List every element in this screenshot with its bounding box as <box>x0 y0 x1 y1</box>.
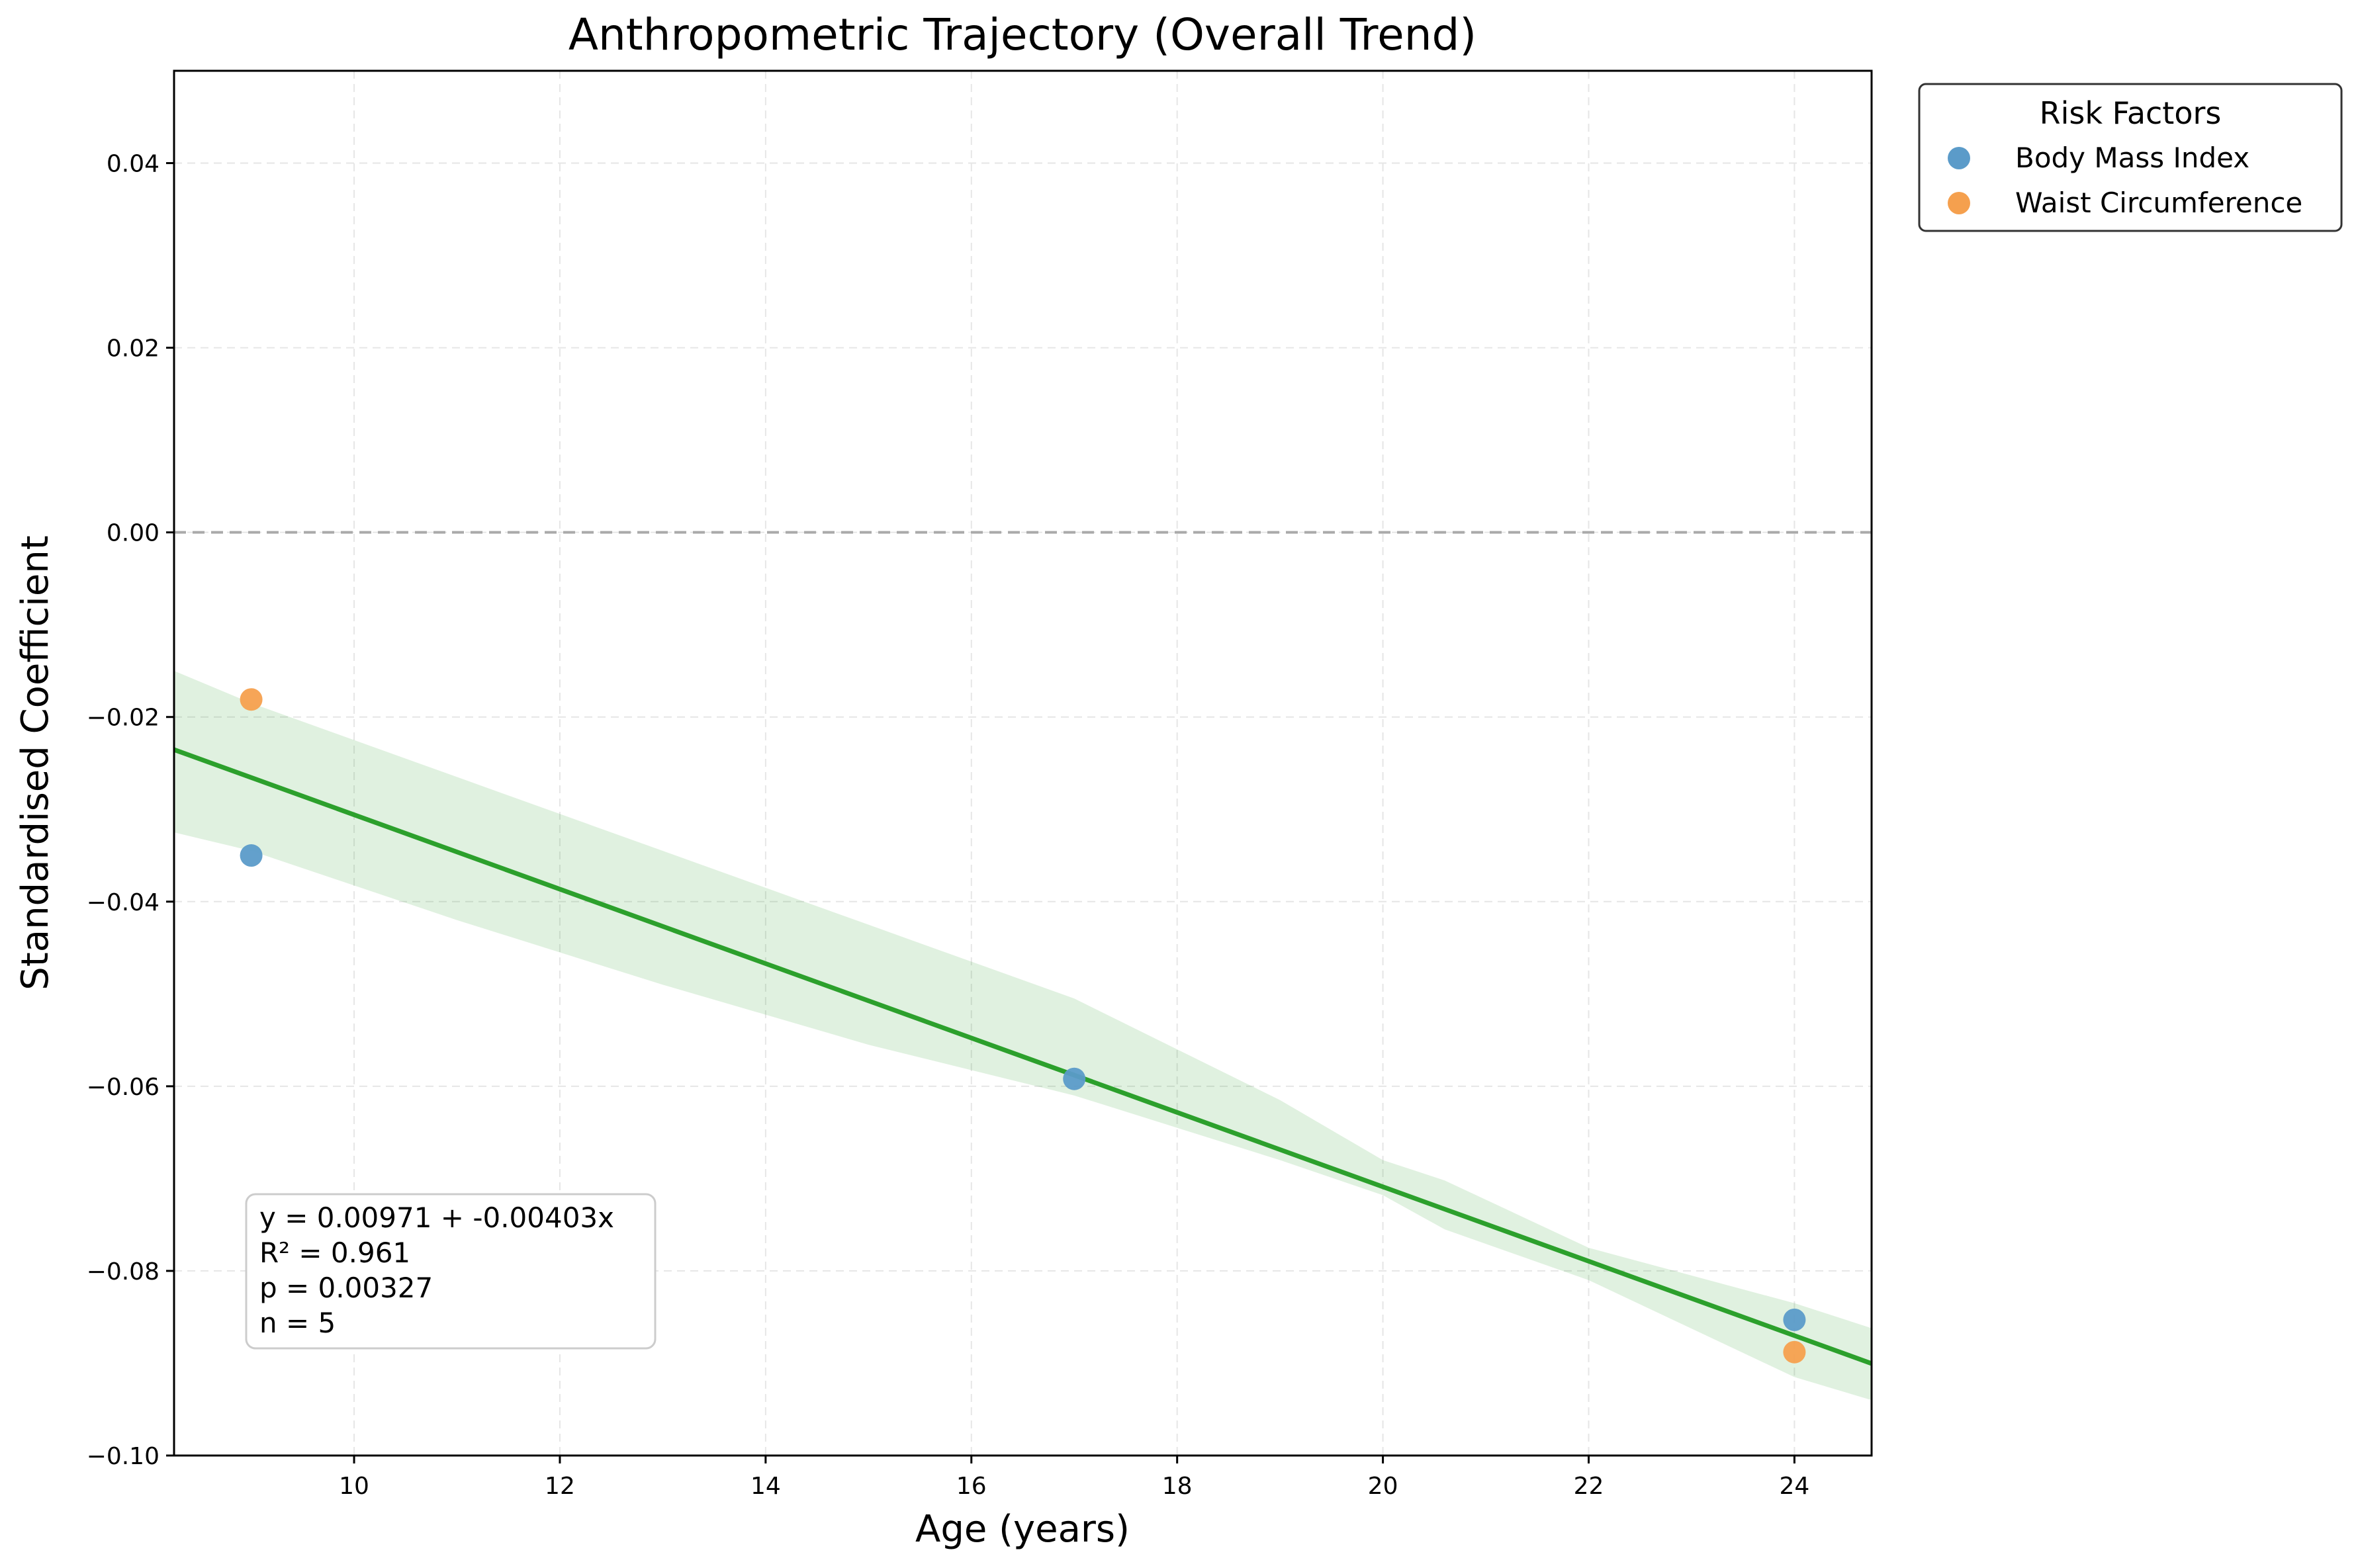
x-axis-ticks: 10 12 14 16 18 20 22 24 <box>339 1456 1809 1500</box>
legend-title: Risk Factors <box>2040 95 2222 131</box>
y-tick-label: −0.10 <box>87 1443 159 1470</box>
legend-marker-waist-circumference <box>1948 192 1970 214</box>
legend: Risk Factors Body Mass Index Waist Circu… <box>1918 83 2343 232</box>
y-tick-label: 0.04 <box>107 151 159 178</box>
confidence-band-group <box>174 670 1872 1401</box>
x-tick-label: 24 <box>1780 1473 1810 1500</box>
chart-title: Anthropometric Trajectory (Overall Trend… <box>568 9 1476 60</box>
y-tick-label: −0.04 <box>87 889 159 916</box>
legend-marker-body-mass-index <box>1948 147 1970 169</box>
y-axis-ticks: 0.04 0.02 0.00 −0.02 −0.04 −0.06 −0.08 −0.10 <box>87 151 174 1470</box>
regression-line <box>174 747 1872 1366</box>
x-tick-label: 16 <box>956 1473 987 1500</box>
stats-annotation-box: y = 0.00971 + -0.00403x R² = 0.961 p = 0… <box>245 1193 657 1350</box>
x-tick-label: 22 <box>1574 1473 1604 1500</box>
legend-frame <box>1918 83 2343 232</box>
point-waist-circumference <box>240 688 263 711</box>
annotation-equation: y = 0.00971 + -0.00403x <box>259 1201 614 1234</box>
x-tick-label: 18 <box>1162 1473 1193 1500</box>
y-tick-label: 0.02 <box>107 335 159 363</box>
y-tick-label: −0.02 <box>87 705 159 732</box>
legend-label-body-mass-index: Body Mass Index <box>2015 142 2249 174</box>
annotation-p-value: p = 0.00327 <box>259 1272 433 1304</box>
point-body-mass-index <box>240 844 263 867</box>
annotation-r-squared: R² = 0.961 <box>259 1237 410 1269</box>
scatter-points <box>240 688 1806 1364</box>
y-axis-label: Standardised Coefficient <box>14 535 57 990</box>
fit-line-group <box>174 747 1872 1366</box>
legend-label-waist-circumference: Waist Circumference <box>2015 187 2302 219</box>
x-tick-label: 20 <box>1368 1473 1398 1500</box>
x-tick-label: 10 <box>339 1473 369 1500</box>
x-tick-label: 12 <box>545 1473 575 1500</box>
point-body-mass-index <box>1783 1308 1806 1331</box>
annotation-frame <box>245 1193 657 1350</box>
annotation-n: n = 5 <box>259 1307 336 1339</box>
y-tick-label: −0.06 <box>87 1074 159 1101</box>
point-body-mass-index <box>1063 1067 1086 1090</box>
x-tick-label: 14 <box>750 1473 781 1500</box>
plot-frame <box>173 69 1873 1457</box>
confidence-band <box>174 670 1872 1401</box>
point-waist-circumference <box>1783 1340 1806 1364</box>
y-tick-label: −0.08 <box>87 1258 159 1285</box>
x-axis-label: Age (years) <box>915 1508 1130 1551</box>
y-tick-label: 0.00 <box>107 520 159 547</box>
